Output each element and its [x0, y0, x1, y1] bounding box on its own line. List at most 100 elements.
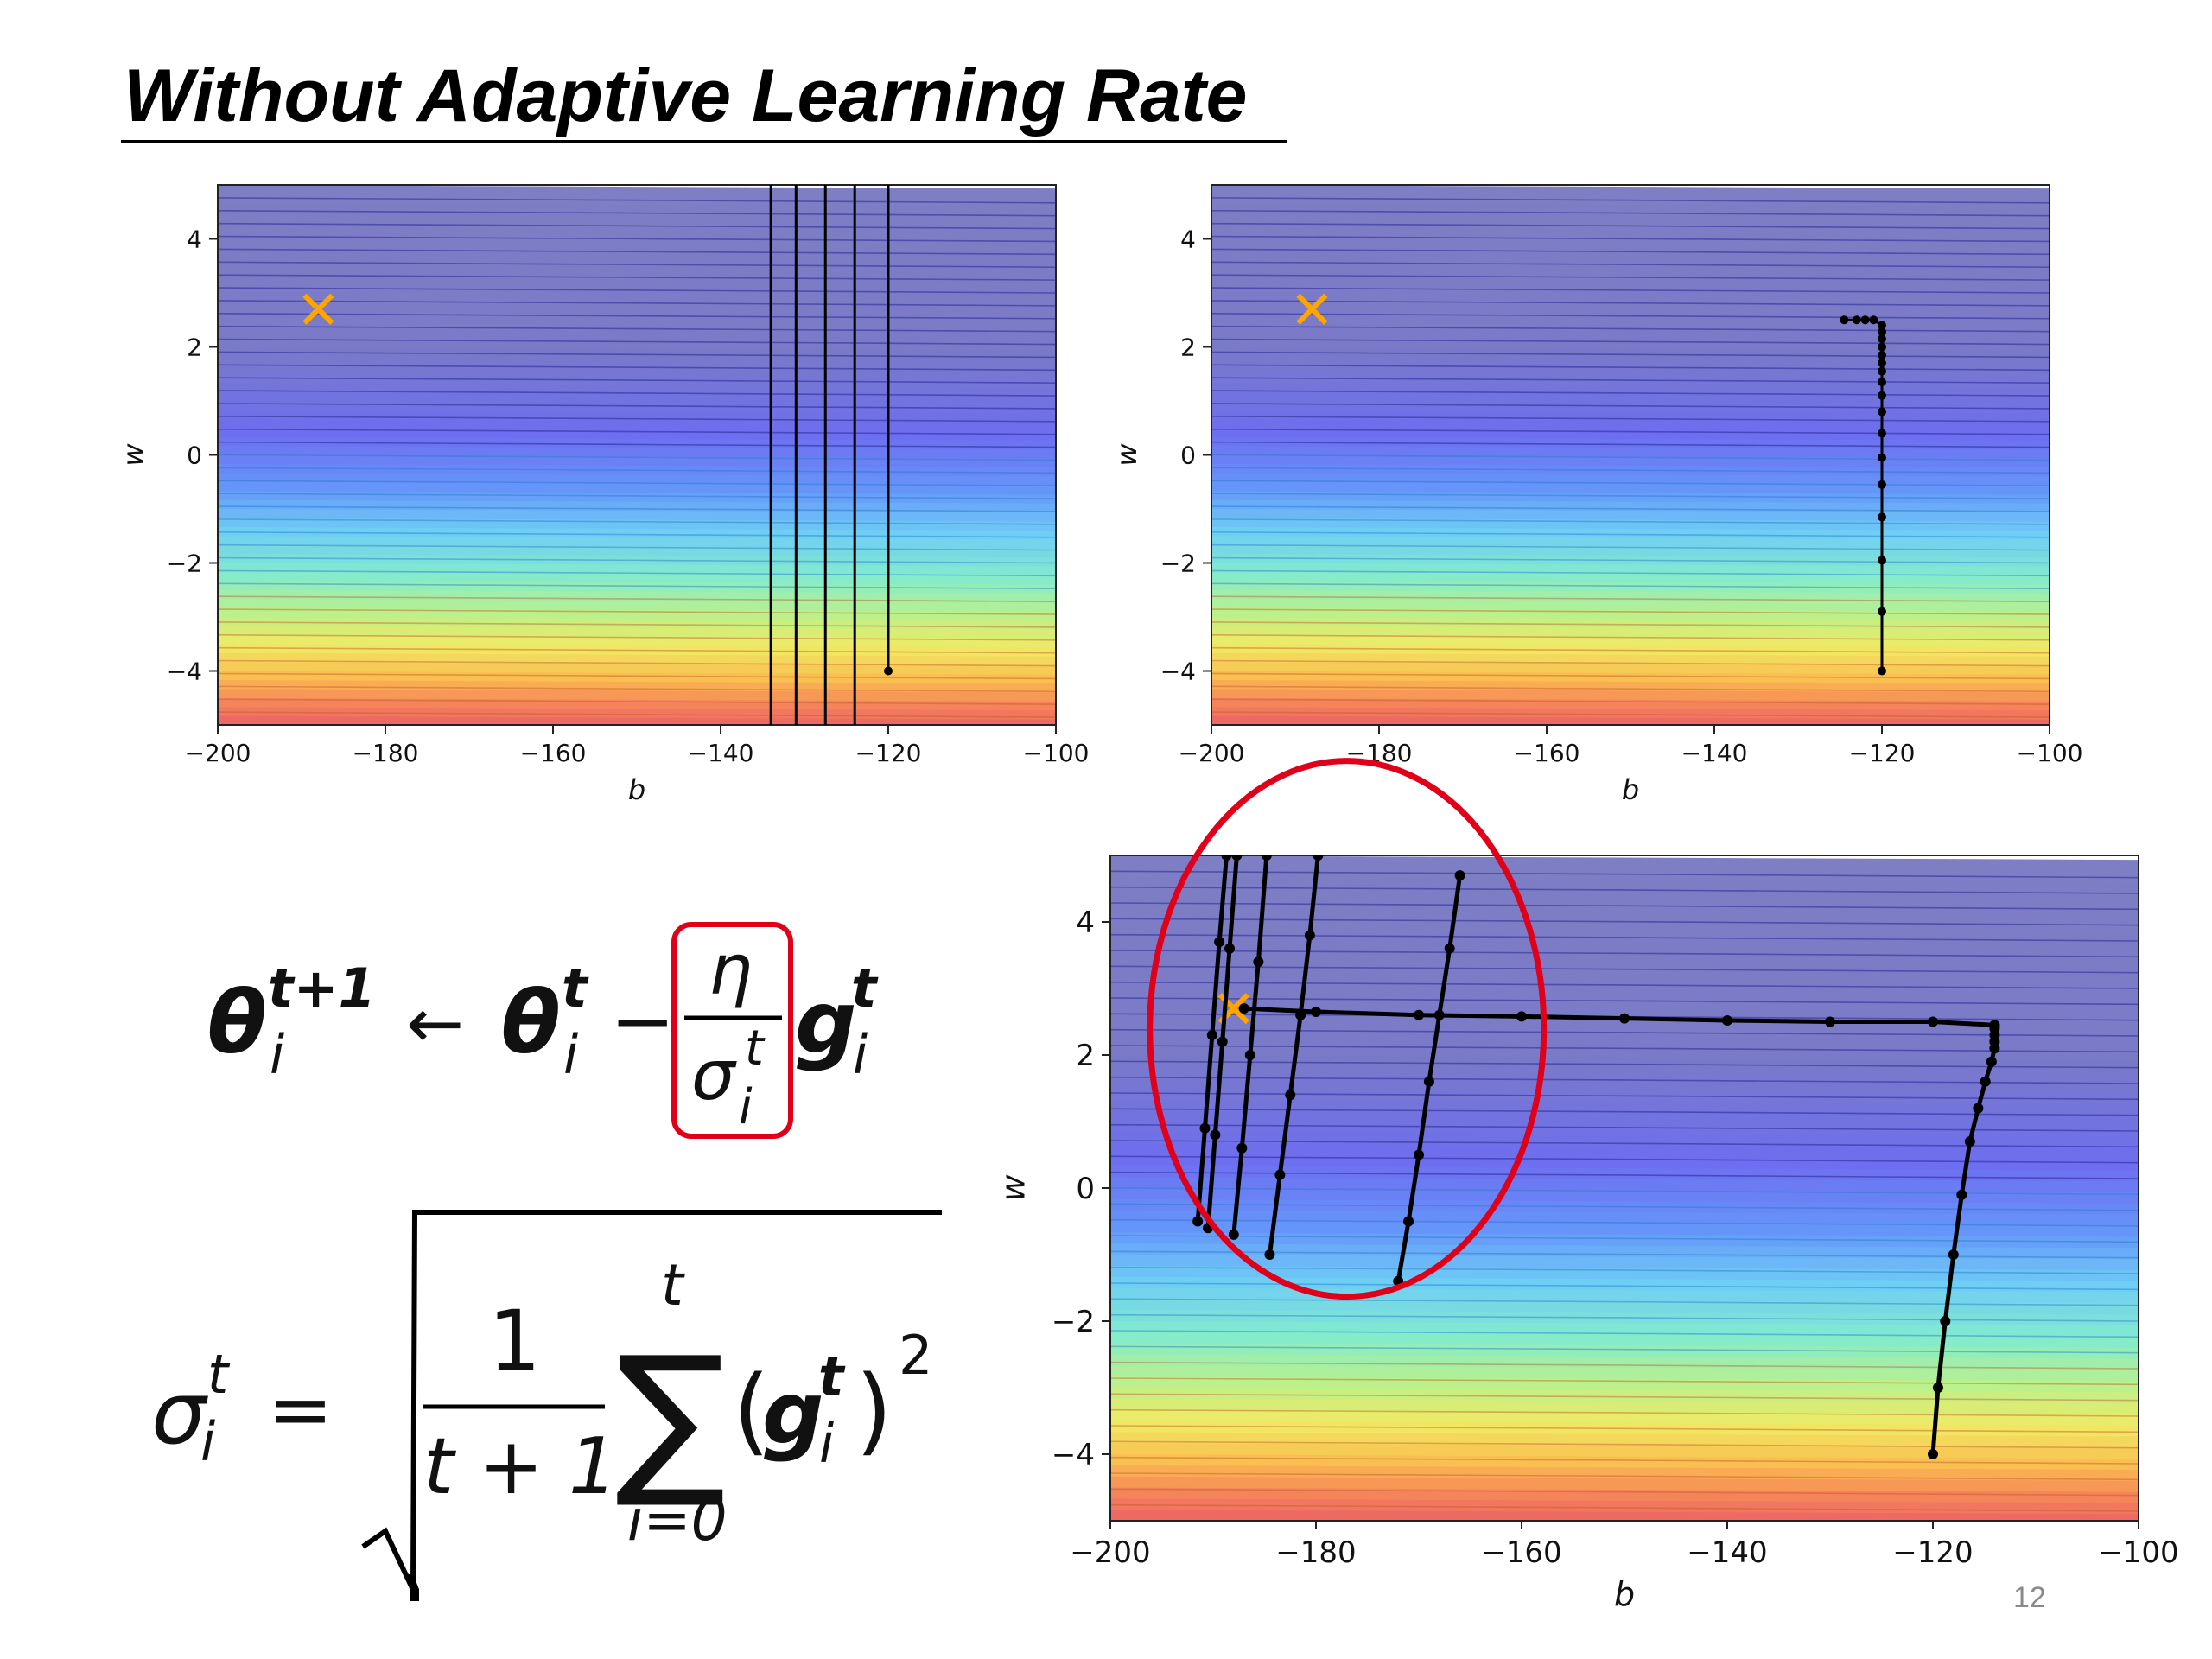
update-arrow: ←: [406, 983, 464, 1064]
descent-path-point: [1986, 1056, 1997, 1067]
contour-line: [1211, 531, 2050, 538]
sigma-lhs: σ: [151, 1363, 208, 1464]
descent-path-point: [1878, 359, 1886, 368]
contour-line: [1211, 325, 2050, 333]
contour-line: [218, 325, 1056, 333]
descent-path-point: [1878, 378, 1886, 387]
descent-path-point: [1956, 1189, 1967, 1200]
update-lhs-sub: i: [270, 1023, 284, 1086]
contour-line: [218, 351, 1056, 359]
contour-line: [218, 274, 1056, 281]
descent-path-point: [1928, 1016, 1938, 1027]
y-tick-label: 2: [1076, 1039, 1095, 1073]
contour-line: [218, 197, 1056, 204]
x-tick-label: −100: [2098, 1535, 2178, 1570]
contour-line: [1110, 886, 2139, 894]
descent-path-point: [1231, 855, 1243, 861]
sigma-equals: =: [268, 1364, 333, 1455]
gradient-descent-paths: [1192, 855, 2000, 1459]
x-tick-label: −120: [1849, 739, 1916, 767]
term-grad: g: [762, 1363, 824, 1464]
descent-path-point: [1869, 315, 1878, 325]
y-tick-label: 2: [187, 333, 202, 361]
contour-line: [1110, 1092, 2139, 1101]
contour-line: [1110, 1282, 2139, 1291]
y-tick-label: 0: [187, 441, 202, 469]
descent-path-point: [1840, 315, 1849, 325]
update-lr-den-sub: i: [739, 1079, 753, 1135]
contour-line: [218, 403, 1056, 410]
contour-line: [218, 300, 1056, 307]
contour-line: [218, 659, 1056, 667]
contour-line: [1110, 1440, 2139, 1449]
update-rhs-theta: θ: [501, 972, 561, 1073]
y-tick-label: −4: [1160, 657, 1196, 685]
descent-path-point: [1932, 1382, 1943, 1393]
contour-line: [1110, 1345, 2139, 1354]
descent-path-point: [1199, 1122, 1211, 1134]
contour-line: [218, 646, 1056, 654]
contour-line: [218, 621, 1056, 628]
contour-line: [1110, 1313, 2139, 1322]
y-tick-label: −2: [1160, 549, 1196, 577]
descent-path-point: [1878, 480, 1886, 489]
gradient-descent-paths: [1296, 293, 1886, 676]
contour-line: [1211, 351, 2050, 359]
contour-line: [1211, 454, 2050, 461]
x-tick-label: −160: [1514, 739, 1580, 767]
x-axis-label: b: [1622, 773, 1639, 806]
y-tick-label: −2: [167, 549, 202, 577]
loss-surface: [218, 185, 1056, 725]
update-minus: −: [610, 976, 675, 1066]
contour-line: [218, 261, 1056, 269]
x-tick-label: −160: [520, 739, 587, 767]
y-tick-label: 2: [1180, 333, 1196, 361]
contour-line: [218, 608, 1056, 615]
descent-path-point: [1311, 1006, 1321, 1017]
descent-path-point: [1274, 1169, 1286, 1180]
contour-line: [218, 569, 1056, 577]
descent-path-point: [1878, 512, 1886, 522]
descent-path-point: [1878, 407, 1886, 416]
descent-path-point: [1414, 1009, 1424, 1020]
descent-path-line: [1267, 855, 1320, 1255]
descent-path-point: [1878, 366, 1886, 376]
contour-line: [1211, 646, 2050, 654]
contour-line: [1110, 870, 2139, 879]
x-tick-label: −140: [1681, 739, 1748, 767]
contour-line: [1110, 965, 2139, 974]
update-rule-formula: θ t+1 i ← θ t i − η σ t i g t i: [207, 922, 879, 1139]
target-marker: [1296, 293, 1328, 325]
term-open-paren: (: [733, 1355, 770, 1465]
descent-path-point: [1285, 1090, 1296, 1101]
contour-line: [1110, 1361, 2139, 1370]
descent-path-point: [884, 666, 893, 676]
descent-path-point: [1313, 855, 1324, 861]
contour-line: [1211, 518, 2050, 525]
descent-path-point: [1964, 1136, 1975, 1147]
update-lr-numerator: η: [709, 930, 753, 1010]
term-close-paren: ): [855, 1355, 893, 1465]
contour-line: [218, 518, 1056, 525]
y-tick-label: 4: [1180, 225, 1196, 253]
contour-line: [1211, 248, 2050, 256]
contour-line: [218, 582, 1056, 590]
contour-line: [218, 338, 1056, 346]
term-grad-sub: i: [819, 1412, 834, 1475]
descent-path-point: [1619, 1013, 1630, 1024]
y-tick-label: 0: [1180, 441, 1196, 469]
contour-line: [218, 685, 1056, 693]
slide-title: Without Adaptive Learning Rate: [124, 54, 1248, 137]
loss-surface: [1211, 185, 2050, 725]
contour-line: [218, 416, 1056, 423]
update-grad-sup: t: [851, 957, 879, 1020]
contour-line: [1211, 416, 2050, 423]
contour-line: [1110, 1218, 2139, 1227]
contour-line: [218, 390, 1056, 397]
contour-line: [218, 428, 1056, 435]
y-axis-label: w: [117, 443, 149, 467]
descent-path-point: [1206, 1029, 1217, 1040]
contour-line: [1211, 235, 2050, 243]
contour-line: [1110, 1123, 2139, 1132]
